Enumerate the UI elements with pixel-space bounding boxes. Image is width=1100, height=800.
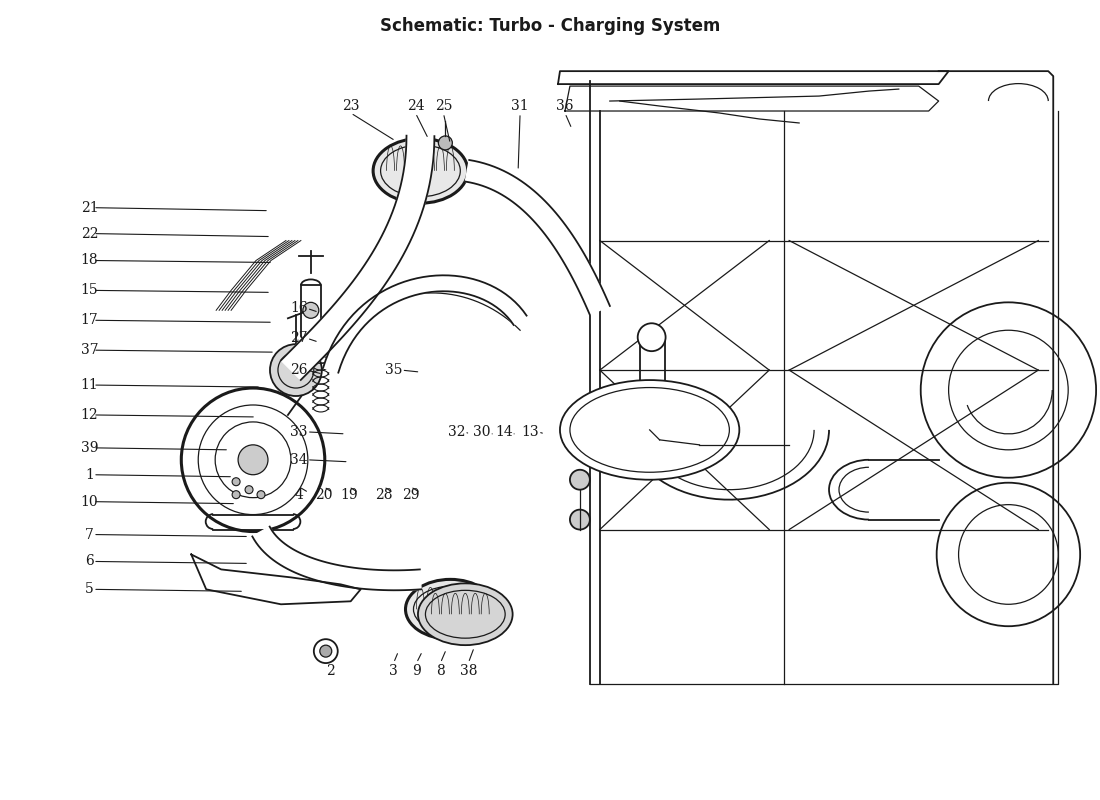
Text: 21: 21 (80, 201, 98, 214)
Polygon shape (280, 136, 434, 380)
Text: 39: 39 (81, 441, 98, 455)
Text: 28: 28 (375, 488, 393, 502)
Text: 34: 34 (290, 453, 308, 466)
Text: Schematic: Turbo - Charging System: Schematic: Turbo - Charging System (379, 18, 720, 35)
Text: 10: 10 (80, 494, 98, 509)
Text: 36: 36 (557, 99, 574, 113)
Circle shape (232, 490, 240, 498)
Circle shape (198, 405, 308, 514)
Circle shape (314, 639, 338, 663)
Ellipse shape (418, 583, 513, 645)
Circle shape (245, 486, 253, 494)
Text: 22: 22 (81, 226, 98, 241)
Text: 29: 29 (402, 488, 419, 502)
Text: 2: 2 (327, 664, 336, 678)
Circle shape (302, 302, 319, 318)
Text: 18: 18 (80, 254, 98, 267)
Text: 30: 30 (473, 425, 491, 439)
Text: 25: 25 (434, 99, 452, 113)
Polygon shape (465, 160, 609, 314)
Text: 5: 5 (85, 582, 94, 596)
Circle shape (257, 490, 265, 498)
Ellipse shape (373, 138, 468, 203)
Text: 20: 20 (315, 488, 332, 502)
Circle shape (439, 136, 452, 150)
Circle shape (570, 510, 590, 530)
Circle shape (638, 323, 666, 351)
Circle shape (270, 344, 322, 396)
Circle shape (570, 470, 590, 490)
Text: 27: 27 (290, 331, 308, 346)
Text: 7: 7 (85, 527, 94, 542)
Circle shape (216, 422, 290, 498)
Text: 8: 8 (436, 664, 444, 678)
Circle shape (238, 445, 268, 474)
Text: 24: 24 (407, 99, 425, 113)
Text: 9: 9 (412, 664, 421, 678)
Text: 3: 3 (389, 664, 398, 678)
Text: 26: 26 (290, 363, 308, 377)
Text: 33: 33 (290, 425, 308, 439)
Polygon shape (323, 275, 527, 373)
Polygon shape (558, 71, 948, 84)
Text: 31: 31 (512, 99, 529, 113)
Text: 16: 16 (290, 302, 308, 315)
Text: 4: 4 (295, 488, 304, 502)
Text: 11: 11 (80, 378, 99, 392)
Text: 23: 23 (342, 99, 360, 113)
Polygon shape (252, 526, 421, 590)
Text: 12: 12 (80, 408, 98, 422)
Text: 32: 32 (448, 425, 465, 439)
Text: 37: 37 (80, 343, 98, 357)
Text: 15: 15 (80, 283, 98, 298)
Ellipse shape (406, 579, 495, 639)
Polygon shape (565, 86, 938, 111)
Text: 14: 14 (495, 425, 513, 439)
Polygon shape (191, 554, 361, 604)
Text: 6: 6 (85, 554, 94, 569)
Circle shape (182, 388, 324, 531)
Text: 38: 38 (460, 664, 477, 678)
Circle shape (320, 645, 332, 657)
Text: 19: 19 (340, 488, 358, 502)
Text: 13: 13 (521, 425, 539, 439)
Text: 35: 35 (385, 363, 403, 377)
Circle shape (232, 478, 240, 486)
Ellipse shape (560, 380, 739, 480)
Text: 1: 1 (85, 468, 94, 482)
Text: 17: 17 (80, 314, 99, 327)
